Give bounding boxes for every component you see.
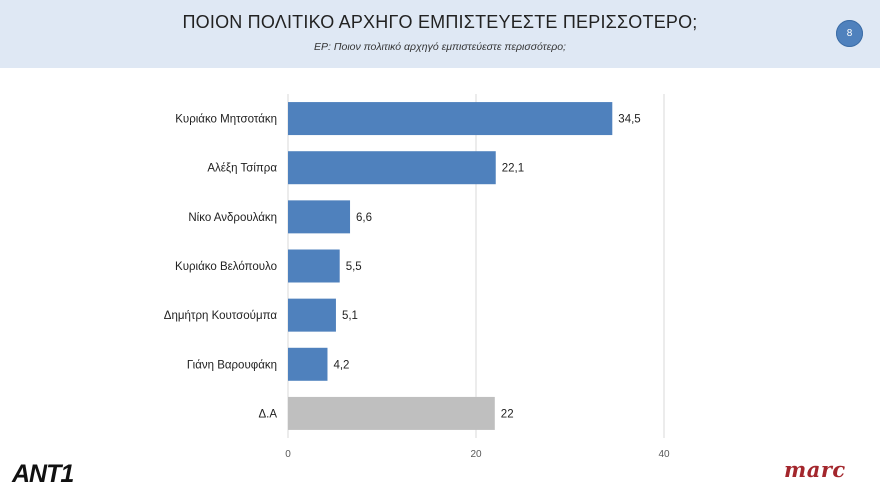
data-label: 4,2	[333, 359, 349, 371]
grid-layer	[287, 94, 665, 438]
category-label: Αλέξη Τσίπρα	[207, 163, 277, 175]
category-label: Νίκο Ανδρουλάκη	[188, 212, 277, 224]
ant1-logo-text: ANT1	[11, 460, 73, 488]
ant1-logo: ANT1	[11, 460, 74, 488]
labels-layer: 0 20 40 Κυριάκο Μητσοτάκη 34,5 Αλέξη Τσίπρα 22…	[164, 114, 670, 460]
x-tick-label: 0	[285, 449, 291, 460]
category-label: Γιάνη Βαρουφάκη	[187, 359, 277, 371]
bar	[288, 249, 340, 283]
header-banner: ΠΟΙΟΝ ΠΟΛΙΤΙΚΟ ΑΡΧΗΓΟ ΕΜΠΙΣΤΕΥΕΣΤΕ ΠΕΡΙΣ…	[0, 0, 880, 68]
data-label: 34,5	[618, 114, 640, 126]
bar	[288, 151, 496, 185]
category-label: Δημήτρη Κουτσούμπα	[164, 310, 278, 322]
bars-layer	[288, 102, 613, 430]
page-subtitle: ΕΡ: Ποιον πολιτικό αρχηγό εμπιστεύεστε π…	[314, 41, 566, 53]
category-label: Κυριάκο Βελόπουλο	[175, 261, 277, 273]
data-label: 22	[501, 408, 514, 420]
x-tick-label: 40	[658, 449, 670, 460]
data-label: 5,5	[346, 261, 362, 273]
page-number-badge: 8	[836, 20, 863, 47]
marc-logo: marc	[784, 457, 846, 482]
category-label: Δ.Α	[258, 408, 277, 420]
data-label: 5,1	[342, 310, 358, 322]
category-label: Κυριάκο Μητσοτάκη	[175, 114, 277, 126]
data-label: 22,1	[502, 163, 524, 175]
x-tick-label: 20	[470, 449, 482, 460]
page-title: ΠΟΙΟΝ ΠΟΛΙΤΙΚΟ ΑΡΧΗΓΟ ΕΜΠΙΣΤΕΥΕΣΤΕ ΠΕΡΙΣ…	[182, 12, 698, 32]
data-label: 6,6	[356, 212, 372, 224]
bar	[288, 347, 328, 381]
bar	[288, 102, 613, 136]
bar	[288, 298, 336, 332]
bar	[288, 396, 495, 430]
bar	[288, 200, 351, 234]
